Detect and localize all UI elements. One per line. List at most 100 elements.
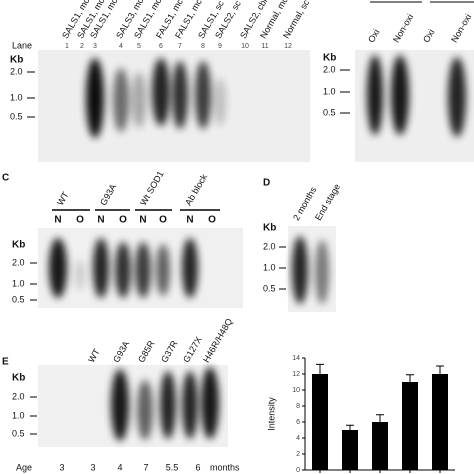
size-label: 1.0: [263, 262, 276, 272]
size-unit: Kb: [12, 373, 25, 384]
smear: [156, 244, 170, 296]
lane-label: N: [54, 215, 61, 226]
smear: [448, 57, 466, 137]
sample-label: Non-oxi: [391, 12, 415, 44]
error-bar: [346, 424, 354, 430]
error-bar: [406, 374, 414, 382]
lane-number: 10: [241, 43, 249, 50]
age-value: 3: [90, 462, 95, 472]
lane-label: N: [186, 215, 193, 226]
y-axis-label: Intensity: [266, 397, 276, 431]
size-label: 1.0: [10, 92, 23, 102]
lane-label: N: [97, 215, 104, 226]
y-tick-label: 6: [296, 419, 300, 426]
lane-number: 12: [284, 43, 292, 50]
size-label: 2.0: [323, 64, 336, 74]
smear: [214, 78, 226, 126]
size-label: 2.0: [263, 241, 276, 251]
group-label: G93A: [98, 182, 118, 207]
age-value: 6: [195, 462, 200, 472]
size-label: 0.5: [12, 294, 25, 304]
smear: [113, 68, 129, 132]
smear: [391, 55, 409, 135]
size-unit: Kb: [10, 55, 23, 66]
lane-label: N: [139, 215, 146, 226]
sample-label: Non-oxi: [449, 12, 473, 44]
age-value: 3: [59, 462, 64, 472]
smear: [111, 369, 129, 441]
smear: [86, 58, 104, 138]
size-label: 2.0: [12, 391, 25, 401]
error-bar: [436, 365, 444, 374]
smear: [160, 371, 176, 439]
sample-label: G37R: [159, 338, 180, 364]
group-label: WT: [55, 190, 71, 208]
size-label: 2.0: [12, 257, 25, 267]
sample-label: H46R/H48Q: [201, 317, 234, 364]
size-label: 1.0: [12, 278, 25, 288]
sample-label: G85R: [136, 338, 157, 364]
lane-number: 2: [80, 43, 84, 50]
lane-label: O: [76, 215, 84, 226]
size-unit: Kb: [12, 240, 25, 251]
y-tick-label: 0: [296, 467, 300, 474]
bar: [402, 382, 418, 470]
lane-label: O: [119, 215, 127, 226]
lane-number: 1: [65, 43, 69, 50]
y-tick-label: 12: [292, 371, 300, 378]
panel-letter: E: [2, 357, 9, 368]
group-label: Wt SOD1: [138, 169, 166, 207]
y-tick-label: 2: [296, 451, 300, 458]
sample-label: WT: [86, 347, 102, 365]
bar: [432, 374, 448, 470]
age-value: 4: [117, 462, 122, 472]
row-label: Lane: [12, 40, 32, 50]
smear: [201, 367, 219, 439]
size-label: 0.5: [323, 107, 336, 117]
smear: [195, 61, 211, 129]
size-label: 2.0: [10, 66, 23, 76]
sample-label: End stage: [313, 182, 342, 222]
sample-label: Oxi: [421, 27, 436, 44]
bar: [312, 374, 328, 470]
bar: [342, 430, 358, 470]
lane-number: 8: [201, 43, 205, 50]
age-value: 7: [143, 462, 148, 472]
smear: [152, 58, 170, 126]
lane-number: 11: [261, 43, 268, 50]
lane-label: O: [159, 215, 167, 226]
size-unit: Kb: [323, 53, 336, 64]
smear: [172, 61, 188, 129]
error-bar: [316, 363, 324, 374]
panel-letter: C: [2, 173, 9, 184]
sample-label: G93A: [111, 339, 131, 364]
smear: [292, 236, 308, 304]
panel-letter: D: [263, 178, 270, 189]
lane-label: O: [208, 215, 216, 226]
age-unit: months: [210, 462, 240, 472]
smear: [367, 55, 383, 135]
blot-e: [38, 365, 228, 447]
age-value: 5.5: [166, 462, 179, 472]
group-label: Ab block: [183, 172, 209, 207]
size-label: 1.0: [12, 410, 25, 420]
error-bar: [376, 414, 384, 422]
y-tick-label: 14: [292, 355, 300, 362]
lane-number: 5: [137, 43, 141, 50]
size-label: 0.5: [12, 428, 25, 438]
smear: [315, 240, 329, 304]
smear: [132, 72, 146, 128]
smear: [182, 238, 198, 298]
smear: [115, 242, 131, 298]
size-label: 0.5: [10, 111, 23, 121]
lane-number: 4: [119, 43, 123, 50]
smear: [75, 260, 85, 290]
lane-number: 7: [178, 43, 182, 50]
bar: [372, 422, 388, 470]
lane-number: 3: [93, 43, 97, 50]
y-tick-label: 4: [296, 435, 300, 442]
size-label: 0.5: [263, 283, 276, 293]
smear: [137, 380, 153, 440]
lane-number: 9: [218, 43, 222, 50]
